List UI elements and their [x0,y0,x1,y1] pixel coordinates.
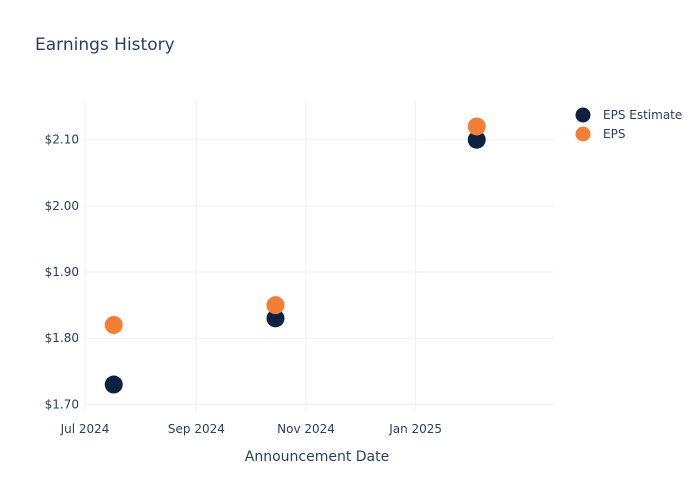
y-tick-label: $2.00 [45,199,79,213]
y-tick-label: $1.90 [45,265,79,279]
eps-estimate-point[interactable] [467,130,486,149]
y-tick-label: $1.70 [45,397,79,411]
legend[interactable]: EPS Estimate EPS [575,107,683,142]
legend-label: EPS [603,127,625,141]
legend-label: EPS Estimate [603,108,682,122]
x-tick-label: Sep 2024 [168,422,225,436]
legend-marker [575,107,591,123]
eps-point[interactable] [266,296,285,315]
y-tick-label: $1.80 [45,331,79,345]
x-tick-label: Jul 2024 [60,422,110,436]
x-tick-label: Nov 2024 [277,422,335,436]
x-axis-title: Announcement Date [245,449,389,465]
grid-layer [84,100,554,411]
y-tick-label: $2.10 [45,133,79,147]
eps-point[interactable] [467,117,486,136]
eps-estimate-point[interactable] [104,375,123,394]
eps-point[interactable] [104,315,123,334]
legend-item[interactable]: EPS Estimate [575,107,683,123]
legend-marker [575,126,591,142]
chart-title: Earnings History [35,35,175,55]
points-layer[interactable] [104,117,486,394]
axis-layer: $1.70 $1.80 $1.90 $2.00 $2.10 Jul 2024 Sep 202… [45,133,442,436]
x-tick-label: Jan 2025 [388,422,442,436]
eps-estimate-point[interactable] [266,309,285,328]
legend-item[interactable]: EPS [575,126,626,142]
